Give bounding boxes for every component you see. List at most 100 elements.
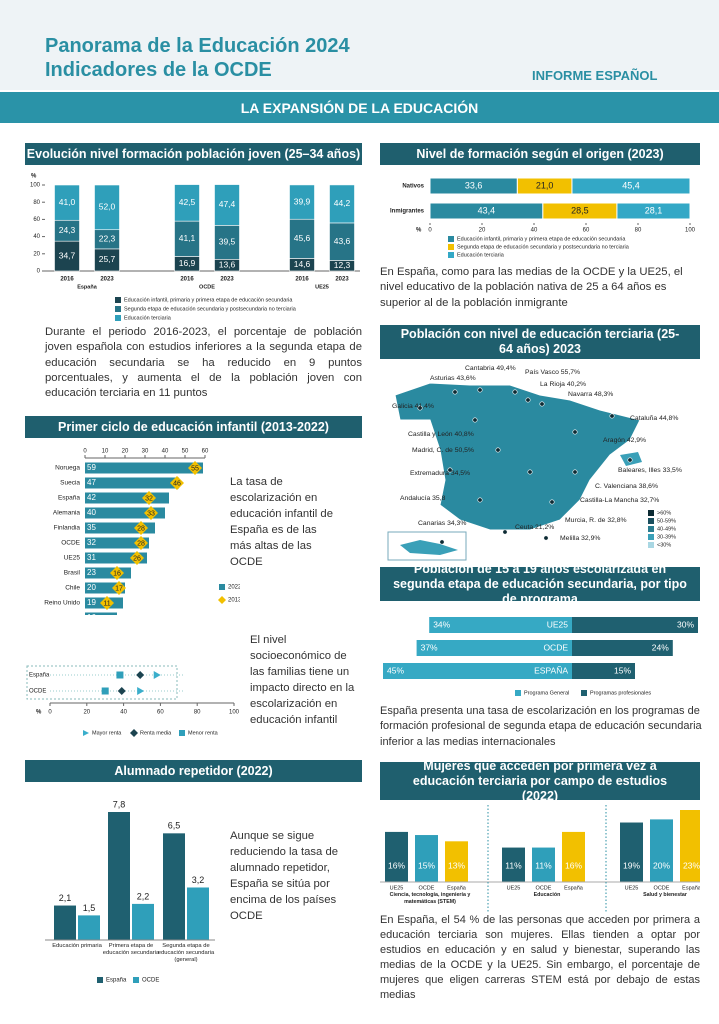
region-value: 48,3%: [594, 391, 613, 398]
x-tick-label: 60: [202, 449, 209, 455]
region-label: Baleares, Illes 33,5%: [618, 467, 682, 474]
bar: [532, 847, 555, 882]
x-tick-label: 0: [48, 710, 52, 716]
value-label: 28: [137, 525, 145, 532]
region-label: Castilla y León 40,8%: [408, 431, 474, 438]
value-label: 28,1: [645, 205, 663, 215]
legend-label: Mayor renta: [92, 730, 122, 736]
bar: [502, 847, 525, 882]
y-tick-label: 20: [33, 251, 40, 257]
value-label: 41,0: [59, 197, 76, 207]
legend-label: Educación infantil, primaria y primera e…: [457, 236, 626, 242]
legend-swatch: [97, 977, 103, 983]
value-label: 11%: [535, 860, 552, 870]
marker-square: [101, 687, 109, 695]
bar-label: OCDE: [536, 885, 552, 891]
value-label: 15%: [418, 860, 435, 870]
category-label: Educación primaria: [52, 943, 102, 949]
category-label: Primera etapa de educación secundaria: [102, 943, 160, 956]
category-label: Chile: [65, 585, 80, 592]
x-tick-label: 80: [194, 710, 201, 716]
x-tick-label: 2023: [100, 277, 114, 283]
bar-segment: [94, 184, 120, 231]
section-title: Población con nivel de educación terciar…: [380, 325, 700, 359]
legend-swatch: [448, 236, 454, 242]
bar-label: UE25: [625, 885, 639, 891]
category-label: Educación: [533, 892, 561, 898]
bar: [445, 841, 468, 882]
y-tick-label: 40: [33, 234, 40, 240]
x-tick-label: 2016: [60, 277, 74, 283]
region-label: La Rioja 40,2%: [540, 381, 586, 388]
category-label: ESPAÑA: [534, 665, 568, 675]
banner: LA EXPANSIÓN DE LA EDUCACIÓN: [0, 92, 719, 123]
value-label: 23: [87, 568, 96, 577]
legend-swatch: [218, 596, 226, 604]
region-name: Navarra: [568, 391, 592, 398]
bar-label: España: [564, 885, 584, 891]
bar-segment: [214, 225, 240, 260]
category-label: Segunda etapa de educación secundaria (g…: [157, 943, 215, 963]
category-label: Noruega: [55, 465, 80, 472]
title-line: Indicadores de la OCDE: [45, 59, 272, 81]
region-name: Extremadura: [410, 470, 449, 477]
value-label: 13,6: [219, 259, 236, 269]
region-name: Canarias: [418, 520, 446, 527]
value-label: 16%: [388, 860, 405, 870]
region-dot: [572, 469, 578, 475]
bar: [85, 537, 149, 549]
legend-label: Segunda etapa de educación secundaria y …: [457, 244, 630, 250]
value-label: 21,0: [536, 180, 554, 190]
group-label: OCDE: [199, 284, 215, 290]
category-label: España: [58, 495, 80, 502]
region-value: 38,6%: [639, 483, 658, 490]
region-value: 35,8: [432, 495, 445, 502]
x-tick-label: 40: [162, 449, 169, 455]
value-label: 23%: [683, 860, 700, 870]
region-label: País Vasco 55,7%: [525, 369, 580, 376]
diamond-marker: [130, 551, 144, 565]
bar: [85, 492, 169, 504]
x-tick-label: 80: [635, 228, 642, 234]
y-tick-label: 0: [37, 269, 41, 275]
region-name: Andalucía: [400, 495, 430, 502]
legend-swatch: [648, 510, 654, 516]
region-value: 34,3%: [447, 520, 466, 527]
value-label: 42: [87, 493, 96, 502]
value-label: 46: [173, 480, 181, 487]
paragraph: La tasa de escolarización en educación i…: [230, 476, 334, 568]
value-label: 37%: [421, 642, 438, 652]
bar: [85, 522, 155, 534]
value-label: 1,5: [83, 903, 96, 913]
category-label: Reino Unido: [44, 600, 80, 607]
category-label: Finlandia: [54, 525, 81, 532]
value-label: 12,3: [334, 260, 351, 270]
bar-general: [416, 640, 572, 656]
region-name: C. Valenciana: [595, 483, 637, 490]
region-name: Madrid, C. de: [412, 447, 453, 454]
x-tick-label: 10: [102, 449, 109, 455]
bar-label: España: [447, 885, 467, 891]
value-label: 16%: [565, 860, 582, 870]
value-label: 59: [87, 463, 96, 472]
bar-label: UE25: [390, 885, 404, 891]
value-label: 14,6: [294, 259, 311, 269]
region-dot: [472, 417, 478, 423]
bar-label: UE25: [507, 885, 521, 891]
bar: [85, 552, 147, 564]
region-dot: [495, 447, 501, 453]
value-label: 39,9: [294, 196, 311, 206]
bar: [385, 831, 408, 882]
x-tick-label: 100: [685, 228, 696, 234]
value-label: 28: [137, 540, 145, 547]
legend-swatch: [648, 542, 654, 548]
value-label: 55: [191, 465, 199, 472]
region-label: Ceuta 21,2%: [515, 524, 554, 531]
category-label-box: Segunda etapa de educación secundaria (g…: [157, 943, 215, 963]
section-title: Evolución nivel formación población jove…: [25, 143, 362, 165]
category-label-box: Ciencia, tecnología, ingeniería y matemá…: [390, 892, 471, 905]
value-label: 40: [87, 508, 96, 517]
bar: [85, 582, 125, 594]
category-label: Brasil: [64, 570, 81, 577]
